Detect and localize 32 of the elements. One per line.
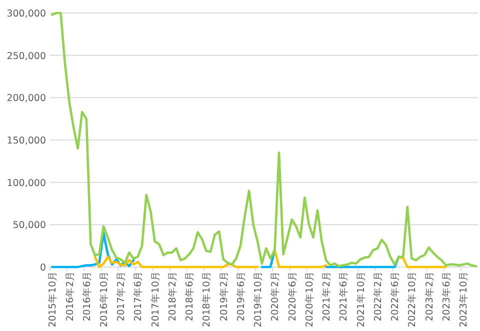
x-tick-label: 2017年6月	[132, 271, 144, 322]
y-tick-label: 200,000	[6, 93, 46, 104]
y-tick-label: 0	[40, 262, 46, 274]
x-tick-label: 2016年10月	[98, 271, 110, 328]
x-tick-label: 2022年2月	[372, 271, 384, 322]
x-tick-label: 2017年2月	[115, 271, 128, 322]
x-tick-label: 2023年2月	[423, 271, 436, 322]
x-tick-label: 2020年6月	[286, 271, 298, 322]
x-tick-label: 2023年10月	[458, 271, 470, 328]
x-tick-label: 2021年2月	[320, 271, 333, 322]
x-tick-label: 2019年2月	[218, 271, 230, 322]
x-tick-label: 2020年10月	[303, 271, 316, 328]
y-tick-label: 250,000	[6, 50, 46, 62]
y-tick-label: 300,000	[6, 8, 46, 20]
x-tick-label: 2017年10月	[149, 271, 162, 328]
x-tick-label: 2020年2月	[269, 271, 282, 322]
x-tick-label: 2023年6月	[440, 271, 452, 322]
x-tick-label: 2019年10月	[252, 271, 264, 328]
x-tick-label: 2018年10月	[200, 271, 213, 328]
x-tick-label: 2022年10月	[406, 271, 418, 328]
x-tick-label: 2019年6月	[234, 271, 247, 322]
y-tick-label: 50,000	[12, 220, 46, 232]
x-tick-label: 2018年6月	[184, 271, 196, 322]
x-tick-label: 2021年6月	[338, 271, 350, 322]
y-tick-label: 100,000	[6, 178, 46, 189]
x-tick-label: 2016年6月	[80, 271, 93, 322]
y-tick-label: 150,000	[6, 136, 46, 146]
x-tick-label: 2018年2月	[166, 271, 178, 322]
x-tick-label: 2016年2月	[64, 271, 76, 322]
x-tick-label: 2021年10月	[354, 271, 367, 328]
x-tick-label: 2022年6月	[389, 271, 402, 322]
x-tick-label: 2015年10月	[46, 271, 59, 328]
